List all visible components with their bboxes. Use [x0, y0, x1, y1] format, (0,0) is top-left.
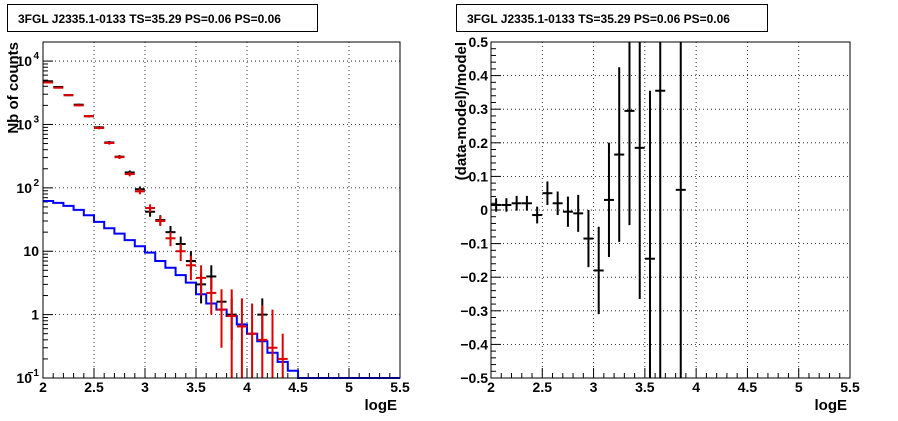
y-tick-label: −0.5 — [460, 370, 488, 386]
x-tick-label: 5 — [345, 379, 353, 395]
plot-frame — [42, 41, 401, 379]
x-axis-label: logE — [365, 397, 398, 414]
y-tick-label: −0.4 — [460, 336, 488, 352]
data-point — [655, 42, 666, 378]
x-tick-label: 5.5 — [390, 379, 410, 395]
y-tick-label: 10 — [16, 53, 32, 69]
y-tick-label: 1 — [31, 307, 39, 323]
data-point — [491, 198, 502, 212]
y-tick-label: 0.5 — [469, 34, 489, 50]
data-point — [53, 86, 64, 89]
x-tick-label: 2.5 — [84, 379, 104, 395]
data-point — [675, 42, 686, 378]
data-point — [63, 94, 74, 97]
y-tick-exponent: 2 — [33, 178, 39, 189]
x-tick-label: 3.5 — [635, 379, 655, 395]
x-tick-label: 4.5 — [288, 379, 308, 395]
data-point — [542, 181, 553, 205]
data-point — [196, 265, 207, 296]
y-tick-label: 10 — [23, 243, 39, 259]
right-plot-title: 3FGL J2335.1-0133 TS=35.29 PS=0.06 PS=0.… — [456, 4, 768, 32]
y-tick-label: 0.1 — [469, 168, 489, 184]
y-tick-label: 10 — [16, 116, 32, 132]
x-axis-label: logE — [815, 397, 848, 414]
x-tick-label: 2 — [39, 379, 47, 395]
y-tick-label: 10 — [16, 180, 32, 196]
x-tick-label: 4 — [243, 379, 251, 395]
data-point — [562, 196, 573, 227]
x-tick-label: 3 — [590, 379, 598, 395]
data-point — [43, 81, 54, 84]
data-point — [206, 277, 217, 315]
data-point — [603, 142, 614, 258]
y-tick-label: −0.3 — [460, 303, 488, 319]
data-point — [165, 232, 176, 247]
y-tick-label: 0 — [480, 202, 488, 218]
data-point — [185, 255, 196, 281]
data-point — [73, 104, 84, 107]
y-axis-label: Nb of counts — [5, 42, 22, 134]
residuals-plot: 2 2.5 3 3.5 4 4.5 5 5.5 −0.5 −0.4 −0.3 −0.2 −0.1 0 0.1… — [453, 34, 860, 414]
y-tick-label: 10 — [16, 370, 32, 386]
x-tick-label: 3 — [141, 379, 149, 395]
data-point — [94, 126, 105, 130]
y-tick-exponent: −1 — [28, 368, 40, 379]
data-point — [257, 305, 268, 378]
data-point — [511, 195, 522, 211]
left-plot-title: 3FGL J2335.1-0133 TS=35.29 PS=0.06 PS=0.… — [7, 4, 318, 32]
data-point — [593, 226, 604, 315]
data-point — [583, 210, 594, 268]
data-point — [573, 194, 584, 232]
x-tick-label: 5 — [795, 379, 803, 395]
data-point — [634, 42, 645, 300]
y-tick-label: 0.2 — [469, 135, 489, 151]
data-point — [114, 155, 125, 160]
y-tick-label: −0.2 — [460, 269, 488, 285]
plot-frame — [490, 41, 851, 379]
y-tick-exponent: 4 — [33, 51, 39, 62]
y-tick-exponent: 3 — [33, 114, 39, 125]
data-point — [614, 67, 625, 242]
data-point — [532, 206, 543, 224]
y-tick-label: 0.3 — [469, 101, 489, 117]
data-point — [247, 303, 258, 378]
data-point — [624, 42, 635, 226]
data-point — [501, 198, 512, 212]
y-axis-label: (data-model)/model — [453, 42, 470, 180]
data-point — [216, 289, 227, 348]
x-tick-label: 4.5 — [738, 379, 758, 395]
data-point — [155, 215, 166, 227]
y-tick-label: −0.1 — [460, 236, 488, 252]
data-point — [83, 115, 94, 118]
data-point — [277, 333, 288, 378]
x-tick-label: 5.5 — [840, 379, 860, 395]
x-tick-label: 3.5 — [186, 379, 206, 395]
x-tick-label: 2.5 — [533, 379, 553, 395]
data-point — [226, 289, 237, 378]
data-point — [644, 90, 655, 378]
data-point — [104, 141, 115, 145]
x-tick-label: 2 — [487, 379, 495, 395]
data-point — [124, 171, 135, 177]
x-tick-label: 4 — [692, 379, 700, 395]
data-point — [521, 195, 532, 211]
data-point — [145, 204, 156, 213]
data-point — [552, 191, 563, 216]
y-tick-label: 0.4 — [469, 68, 489, 84]
data-point — [134, 188, 145, 195]
data-point — [267, 309, 278, 378]
data-point — [236, 298, 247, 378]
data-point — [175, 244, 186, 262]
